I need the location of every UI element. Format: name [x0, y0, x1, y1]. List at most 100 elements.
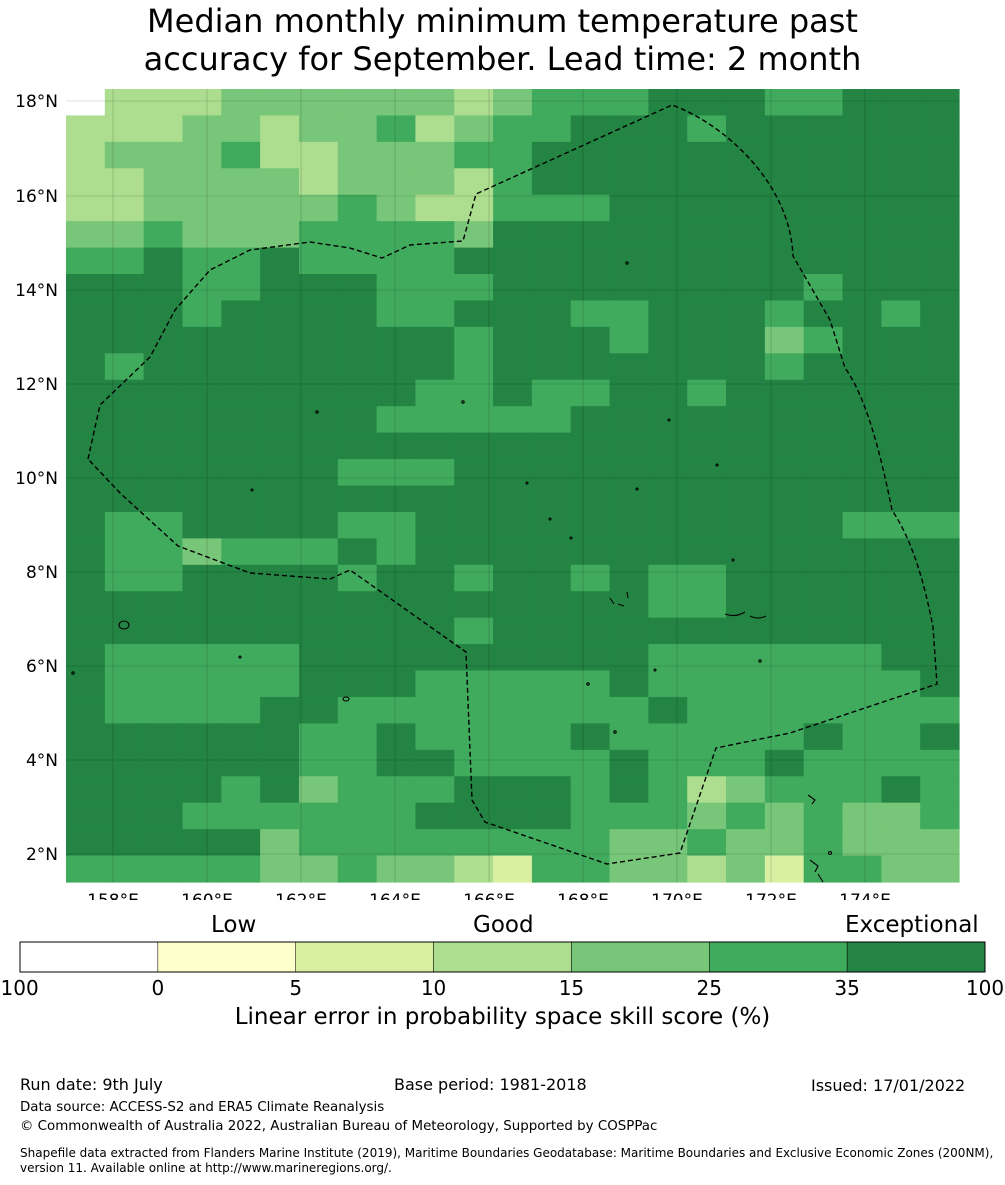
- grid-cell: [531, 89, 572, 117]
- grid-cell: [726, 274, 766, 302]
- grid-cell: [298, 141, 339, 169]
- grid-cell: [454, 538, 494, 566]
- grid-cell: [764, 221, 805, 249]
- grid-cell: [531, 274, 572, 302]
- grid-cell: [920, 115, 960, 143]
- grid-cell: [337, 855, 378, 883]
- grid-cell: [298, 802, 339, 830]
- grid-cell: [104, 802, 145, 830]
- grid-cell: [493, 644, 533, 672]
- grid-cell: [182, 459, 222, 487]
- grid-cell: [609, 406, 649, 434]
- grid-cell: [842, 723, 882, 751]
- grid-cell: [104, 591, 145, 619]
- grid-cell: [104, 617, 145, 645]
- grid-cell: [337, 274, 378, 302]
- grid-cell: [143, 221, 184, 249]
- colorbar-category-good: Good: [473, 912, 534, 938]
- grid-cell: [726, 591, 766, 619]
- grid-cell: [143, 379, 184, 407]
- grid-cell: [143, 115, 184, 143]
- grid-cell: [570, 617, 611, 645]
- grid-cell: [104, 696, 145, 724]
- grid-cell: [221, 855, 261, 883]
- grid-cell: [415, 802, 455, 830]
- grid-cell: [687, 644, 727, 672]
- grid-cell: [726, 168, 766, 196]
- grid-cell: [842, 749, 882, 777]
- longitude-tick-label: 172°E: [745, 891, 797, 900]
- grid-cell: [143, 406, 184, 434]
- grid-cell: [493, 406, 533, 434]
- grid-cell: [376, 723, 417, 751]
- grid-cell: [143, 300, 184, 328]
- grid-cell: [415, 485, 455, 513]
- grid-cell: [376, 855, 417, 883]
- grid-cell: [764, 274, 805, 302]
- grid-cell: [104, 221, 145, 249]
- grid-cell: [842, 644, 882, 672]
- grid-cell: [726, 406, 766, 434]
- colorbar-outline: [19, 941, 986, 973]
- grid-cell: [143, 274, 184, 302]
- grid-cell: [415, 564, 455, 592]
- grid-cell: [260, 485, 300, 513]
- grid-cell: [454, 221, 494, 249]
- latitude-tick-labels: 18°N 16°N 14°N 12°N 10°N 8°N 6°N 4°N 2°N: [15, 92, 58, 865]
- grid-cell: [298, 221, 339, 249]
- grid-cell: [764, 406, 805, 434]
- grid-cell: [454, 749, 494, 777]
- grid-cell: [648, 89, 688, 117]
- grid-cell: [764, 829, 805, 857]
- grid-cell: [764, 591, 805, 619]
- grid-cell: [920, 829, 960, 857]
- grid-cell: [726, 194, 766, 222]
- grid-cell: [920, 300, 960, 328]
- grid-cell: [415, 511, 455, 539]
- copyright: © Commonwealth of Australia 2022, Austra…: [20, 1119, 658, 1134]
- grid-cell: [803, 300, 844, 328]
- grid-cell: [726, 300, 766, 328]
- grid-cell: [376, 194, 417, 222]
- grid-cell: [570, 829, 611, 857]
- grid-cell: [143, 89, 184, 117]
- grid-cell: [493, 300, 533, 328]
- grid-cell: [920, 564, 960, 592]
- grid-cell: [570, 274, 611, 302]
- grid-cell: [726, 749, 766, 777]
- grid-cell: [376, 749, 417, 777]
- grid-cell: [920, 485, 960, 513]
- grid-cell: [687, 89, 727, 117]
- grid-cell: [493, 511, 533, 539]
- grid-cell: [298, 511, 339, 539]
- grid-cell: [609, 459, 649, 487]
- grid-cell: [298, 459, 339, 487]
- grid-cell: [260, 141, 300, 169]
- grid-cell: [570, 406, 611, 434]
- grid-cell: [143, 564, 184, 592]
- grid-cell: [570, 591, 611, 619]
- grid-cell: [881, 89, 921, 117]
- grid-cell: [609, 194, 649, 222]
- grid-cell: [104, 855, 145, 883]
- grid-cell: [842, 591, 882, 619]
- grid-cell: [221, 432, 261, 460]
- grid-cell: [764, 379, 805, 407]
- run-date: Run date: 9th July: [20, 1075, 163, 1094]
- grid-cell: [920, 194, 960, 222]
- grid-cell: [687, 406, 727, 434]
- grid-cell: [260, 829, 300, 857]
- longitude-tick-label: 174°E: [839, 891, 891, 900]
- grid-cell: [609, 168, 649, 196]
- grid-cell: [881, 221, 921, 249]
- grid-cell: [687, 379, 727, 407]
- grid-cell: [648, 670, 688, 698]
- grid-cell: [182, 829, 222, 857]
- grid-cell: [726, 459, 766, 487]
- grid-cell: [143, 485, 184, 513]
- grid-cell: [687, 300, 727, 328]
- grid-cell: [803, 564, 844, 592]
- grid-cell: [531, 168, 572, 196]
- grid-cell: [298, 485, 339, 513]
- grid-cell: [493, 617, 533, 645]
